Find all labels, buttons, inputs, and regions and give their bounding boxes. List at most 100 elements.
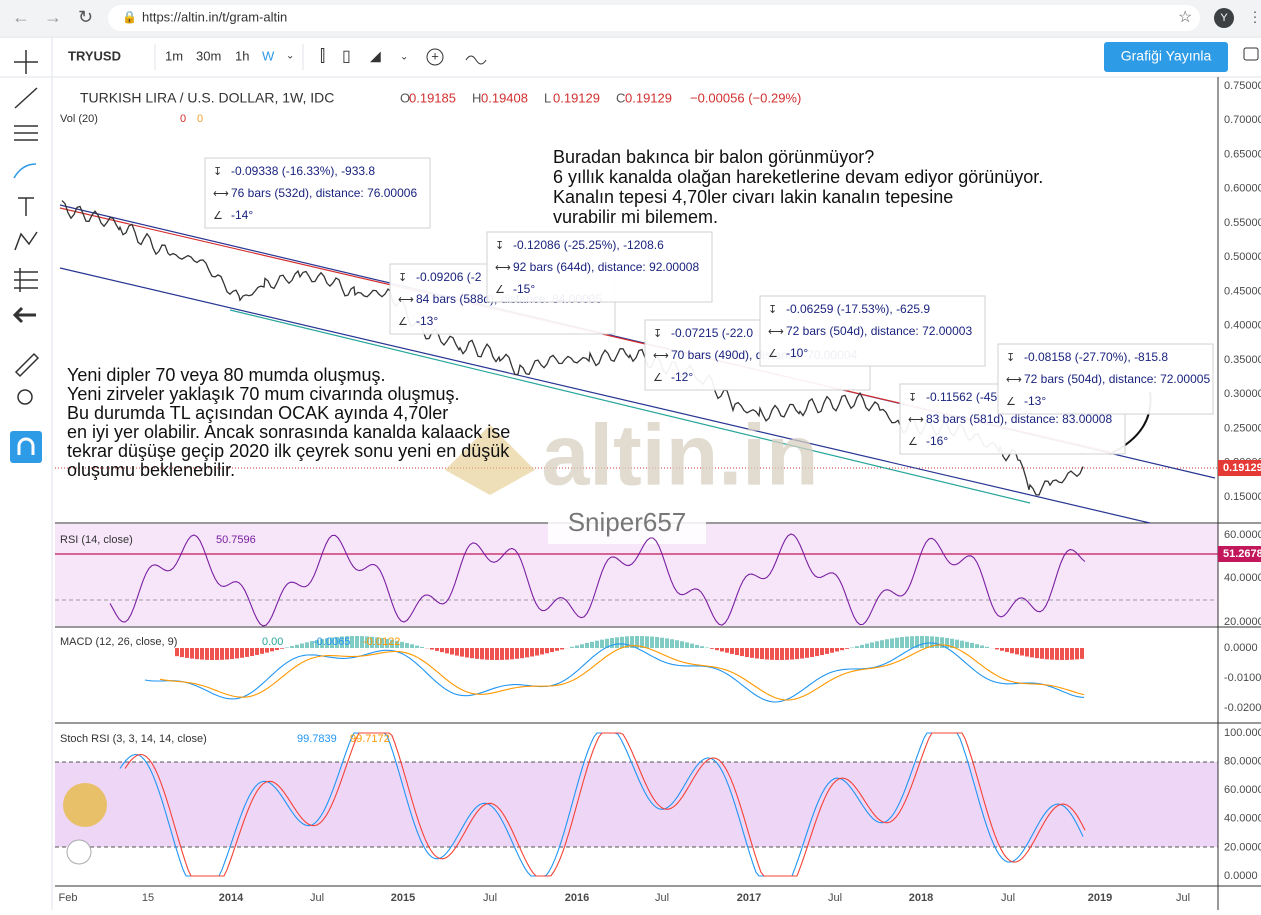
macd-hist (880, 640, 884, 648)
macd-hist (410, 644, 414, 648)
macd-hist (1030, 648, 1034, 657)
zoom-tool[interactable] (18, 390, 32, 404)
measure-tool[interactable] (16, 354, 38, 376)
change: −0.00056 (−0.29%) (690, 90, 801, 105)
measure-text: -14° (231, 208, 253, 222)
time-axis-label: Jul (310, 892, 324, 904)
macd-hist (620, 637, 624, 648)
menu[interactable]: ⋮ (1248, 9, 1261, 25)
macd-hist (1050, 648, 1054, 660)
macd-hist (480, 648, 484, 659)
stoch-axis-label: 80.0000 (1224, 756, 1261, 768)
measure-text: -13° (416, 314, 438, 328)
measure-text: -0.12086 (-25.25%), -1208.6 (513, 238, 664, 252)
macd-hist (860, 645, 864, 648)
macd-hist (235, 648, 239, 658)
dropdown[interactable]: ⌄ (400, 52, 408, 63)
brush-tool[interactable] (14, 164, 36, 178)
pattern-tool[interactable] (15, 232, 37, 250)
note-line: Bu durumda TL açısından OCAK ayında 4,70… (67, 403, 448, 423)
measure-text: -16° (926, 434, 948, 448)
measure-text: 76 bars (532d), distance: 76.00006 (231, 186, 417, 200)
bookmark-star[interactable]: ☆ (1178, 9, 1192, 26)
trendline-tool[interactable] (15, 88, 37, 108)
macd-hist (710, 648, 714, 649)
area-icon[interactable]: ◢ (370, 48, 381, 64)
macd-hist (355, 636, 359, 648)
logo-badge (63, 783, 107, 827)
measure-icon: ⟷ (908, 414, 924, 426)
macd-hist (1005, 648, 1009, 652)
volume-label: Vol (20) (60, 113, 98, 125)
time-axis-label: Jul (828, 892, 842, 904)
interval[interactable]: 30m (196, 48, 221, 63)
cloud-badge (67, 840, 91, 864)
macd-hist (785, 648, 789, 660)
macd-hist (510, 648, 514, 659)
macd-hist (195, 648, 199, 659)
reload-button[interactable]: ↻ (78, 7, 93, 27)
measure-icon: ⟷ (213, 188, 229, 200)
note-line: Yeni zirveler yaklaşık 70 mum civarında … (67, 384, 460, 404)
crosshair-tool[interactable] (14, 50, 38, 74)
measure-icon: ↧ (495, 240, 504, 252)
back-button[interactable]: ← (12, 7, 30, 27)
measure-text: -0.11562 (-45 (926, 390, 997, 404)
ohlc-value: 0.19129 (553, 90, 600, 105)
symbol[interactable]: TRYUSD (68, 48, 121, 63)
macd-hist (1080, 648, 1084, 659)
interval[interactable]: 1m (165, 48, 183, 63)
forward-button[interactable]: → (44, 7, 62, 27)
url: https://altin.in/t/gram-altin (142, 9, 287, 24)
macd-hist (230, 648, 234, 659)
macd-hist (445, 648, 449, 653)
fib-tool[interactable] (14, 126, 38, 140)
measure-icon: ↧ (1006, 352, 1015, 364)
note-line: Kanalın tepesi 4,70ler civarı lakin kana… (553, 187, 953, 207)
rsi-last: 51.2678 (1223, 548, 1261, 560)
interval[interactable]: 1h (235, 48, 249, 63)
time-axis-label: 2014 (219, 892, 244, 904)
macd-hist (420, 647, 424, 648)
price-axis-label: 0.70000 (1224, 114, 1261, 126)
measure-icon: ↧ (768, 304, 777, 316)
macd-hist (765, 648, 769, 660)
macd-hist (580, 644, 584, 648)
measure-icon: ↧ (908, 392, 917, 404)
macd-hist (280, 648, 284, 649)
bars-icon[interactable]: ⫿ (320, 48, 325, 65)
macd-hist (935, 637, 939, 648)
compare-icon[interactable] (466, 56, 486, 64)
macd-hist (985, 647, 989, 648)
macd-hist (205, 648, 209, 660)
rsi-axis-label: 60.0000 (1224, 529, 1261, 541)
back-tool[interactable] (15, 308, 36, 322)
measure-text: -13° (1024, 394, 1046, 408)
stoch-value: 99.7172 (350, 733, 390, 745)
camera-icon[interactable] (1244, 48, 1258, 60)
macd-hist (405, 643, 409, 648)
macd-hist (1055, 648, 1059, 660)
time-axis-label: 2015 (391, 892, 415, 904)
macd-hist (500, 648, 504, 660)
macd-hist (805, 648, 809, 658)
macd-hist (910, 636, 914, 648)
macd-hist (1000, 648, 1004, 651)
prediction-tool[interactable] (14, 268, 38, 292)
macd-hist (220, 648, 224, 660)
magnet-tool[interactable] (10, 431, 42, 463)
macd-hist (735, 648, 739, 655)
macd-hist (955, 640, 959, 648)
candles-icon[interactable]: ▯ (342, 48, 351, 65)
stoch-axis-label: 60.0000 (1224, 784, 1261, 796)
macd-hist (720, 648, 724, 651)
macd-hist (875, 641, 879, 648)
macd-hist (700, 646, 704, 648)
time-axis-label: 2016 (565, 892, 589, 904)
macd-hist (995, 648, 999, 649)
interval-dropdown[interactable]: ⌄ (286, 51, 294, 62)
measure-text: 72 bars (504d), distance: 72.00005 (1024, 372, 1210, 386)
interval[interactable]: W (262, 48, 275, 63)
macd-hist (1010, 648, 1014, 653)
text-tool[interactable] (18, 198, 34, 216)
